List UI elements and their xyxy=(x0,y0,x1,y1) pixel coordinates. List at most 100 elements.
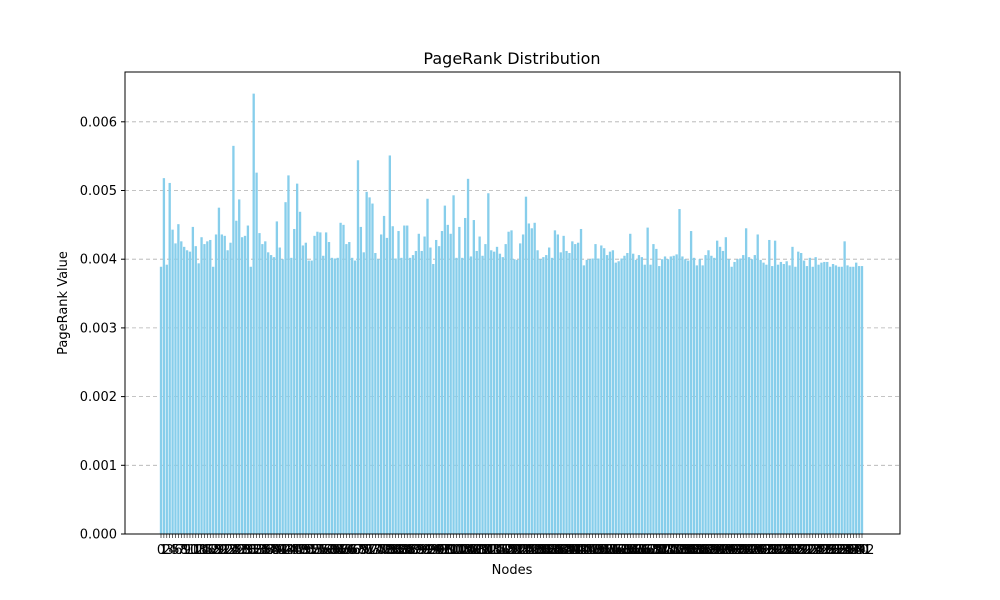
bar xyxy=(174,243,177,535)
x-tick-label: 54 xyxy=(309,543,326,558)
bar xyxy=(771,266,774,534)
x-tick-label: 195 xyxy=(713,543,738,558)
bar xyxy=(533,222,536,534)
x-tick-label: 10 xyxy=(182,543,199,558)
x-tick-label: 26 xyxy=(228,543,245,558)
x-tick-label: 145 xyxy=(569,543,594,558)
bar xyxy=(574,244,577,534)
bar xyxy=(185,250,189,535)
bar xyxy=(180,241,183,534)
bar xyxy=(834,265,838,534)
bar xyxy=(802,260,806,534)
x-tick-label: 148 xyxy=(577,543,602,558)
x-tick-label: 110 xyxy=(467,543,492,558)
x-tick-label: 134 xyxy=(537,543,562,558)
bar xyxy=(264,241,267,534)
bar xyxy=(232,145,235,534)
x-tick-label: 112 xyxy=(473,543,498,558)
bar xyxy=(345,244,348,534)
x-tick-label: 223 xyxy=(795,543,820,558)
x-tick-label: 20 xyxy=(211,543,228,558)
bar xyxy=(414,250,418,534)
x-tick-label: 74 xyxy=(367,543,384,558)
x-tick-label: 31 xyxy=(243,543,260,558)
x-tick-label: 208 xyxy=(751,543,776,558)
bar xyxy=(397,231,400,534)
bar xyxy=(565,250,568,534)
y-tick-label: 0.004 xyxy=(80,253,117,268)
bar xyxy=(736,259,739,534)
bar xyxy=(516,259,519,534)
x-tick-label: 19 xyxy=(208,543,225,558)
x-tick-label: 220 xyxy=(786,543,811,558)
x-tick-label: 176 xyxy=(658,543,683,558)
bar xyxy=(307,260,310,534)
bar xyxy=(351,257,354,534)
bar xyxy=(391,226,394,534)
x-tick-label: 179 xyxy=(667,543,692,558)
x-tick-label: 187 xyxy=(690,543,715,558)
y-axis-label: PageRank Value xyxy=(56,251,71,355)
x-tick-label: 69 xyxy=(353,543,370,558)
x-tick-label: 86 xyxy=(402,543,419,558)
bar xyxy=(336,257,339,534)
bar xyxy=(458,226,461,534)
bar xyxy=(293,228,296,535)
bar xyxy=(530,228,533,534)
x-tick-label: 172 xyxy=(647,543,672,558)
x-axis: 0123456789101112131415161718192021222324… xyxy=(157,534,874,558)
bar xyxy=(643,264,646,534)
bar xyxy=(348,242,351,534)
bar xyxy=(562,235,565,535)
bar xyxy=(356,160,360,534)
bar xyxy=(429,247,432,534)
bar xyxy=(319,232,322,535)
bar xyxy=(718,246,722,535)
x-tick-label: 136 xyxy=(543,543,568,558)
y-tick-label: 0.000 xyxy=(80,528,117,543)
x-tick-label: 46 xyxy=(286,543,303,558)
x-tick-label: 78 xyxy=(379,543,396,558)
bar xyxy=(171,229,174,534)
x-tick-label: 159 xyxy=(609,543,634,558)
x-tick-label: 0 xyxy=(157,543,165,558)
x-tick-label: 35 xyxy=(254,543,271,558)
bar xyxy=(432,264,435,534)
bar xyxy=(235,220,238,534)
x-tick-label: 8 xyxy=(180,543,188,558)
bar xyxy=(437,246,441,534)
bar xyxy=(229,242,232,534)
x-tick-label: 32 xyxy=(245,543,262,558)
bar xyxy=(510,230,513,534)
bar xyxy=(742,255,745,534)
x-tick-label: 127 xyxy=(516,543,541,558)
bar xyxy=(423,236,426,535)
x-tick-label: 163 xyxy=(621,543,646,558)
x-tick-label: 162 xyxy=(618,543,643,558)
x-tick-label: 95 xyxy=(428,543,445,558)
bar xyxy=(614,262,617,534)
x-tick-label: 205 xyxy=(742,543,767,558)
bar xyxy=(487,193,490,535)
x-tick-label: 217 xyxy=(777,543,802,558)
bar xyxy=(756,234,759,534)
bar xyxy=(568,253,571,534)
x-tick-label: 42 xyxy=(274,543,291,558)
x-tick-label: 49 xyxy=(295,543,312,558)
x-tick-label: 154 xyxy=(595,543,620,558)
x-tick-label: 52 xyxy=(303,543,320,558)
bar xyxy=(333,258,336,534)
x-tick-label: 147 xyxy=(574,543,599,558)
bar xyxy=(295,183,299,534)
bar xyxy=(669,256,672,534)
bar xyxy=(359,226,363,534)
bar xyxy=(324,232,328,535)
bar xyxy=(513,259,516,534)
x-tick-label: 198 xyxy=(722,543,747,558)
x-tick-label: 113 xyxy=(476,543,501,558)
x-tick-label: 209 xyxy=(754,543,779,558)
x-tick-label: 15 xyxy=(196,543,213,558)
x-tick-label: 58 xyxy=(321,543,338,558)
x-tick-label: 55 xyxy=(312,543,329,558)
x-tick-label: 14 xyxy=(193,543,210,558)
